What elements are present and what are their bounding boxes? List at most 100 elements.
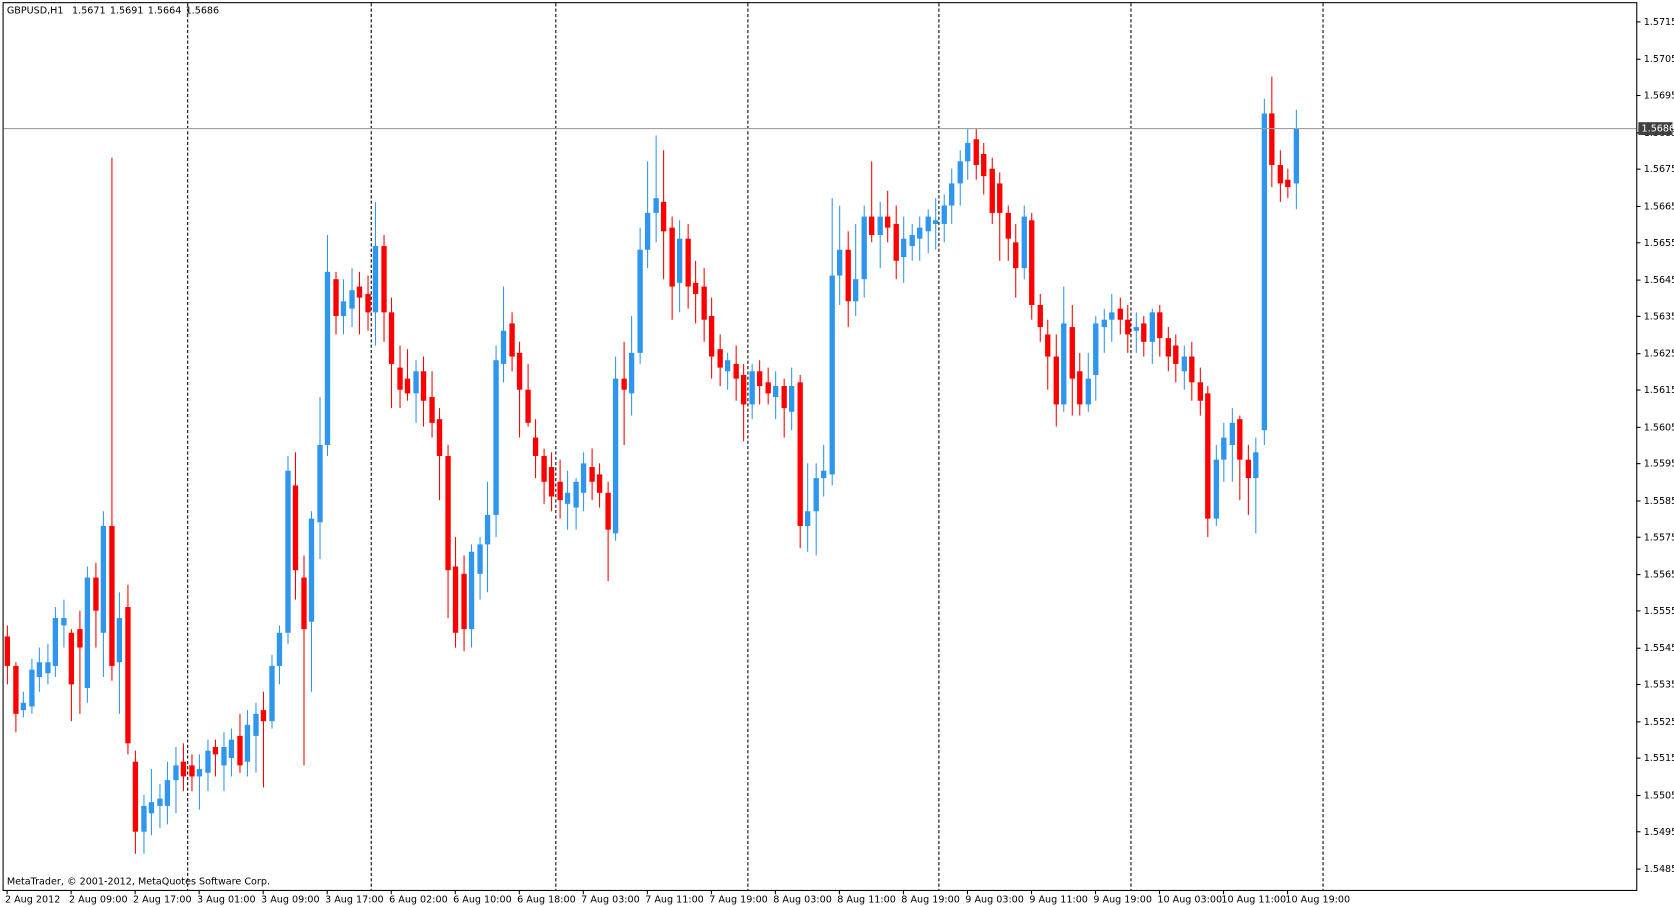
candle-body xyxy=(381,246,387,313)
y-tick-label: 1.5585 xyxy=(1644,496,1674,507)
period-separators xyxy=(187,3,1324,890)
x-tick-label: 10 Aug 03:00 xyxy=(1157,895,1222,906)
candle-body xyxy=(676,238,683,283)
candle-body xyxy=(756,371,763,387)
candle-body xyxy=(1205,393,1211,519)
candle-body xyxy=(1005,212,1011,239)
x-tick-label: 9 Aug 11:00 xyxy=(1029,895,1088,906)
candle-body xyxy=(877,216,883,235)
candle-body xyxy=(861,216,867,280)
candle-body xyxy=(141,805,147,832)
candle-body xyxy=(461,573,467,630)
candle-body xyxy=(797,382,803,526)
candle-body xyxy=(925,216,931,232)
plot-frame xyxy=(2,2,1638,891)
candle-body xyxy=(45,662,51,674)
candle-body xyxy=(269,665,275,722)
x-tick-label: 7 Aug 19:00 xyxy=(709,895,768,906)
x-tick-label: 8 Aug 03:00 xyxy=(773,895,832,906)
candle-body xyxy=(765,382,771,394)
candle-body xyxy=(1245,459,1252,479)
candle-body xyxy=(525,389,531,423)
candle-body xyxy=(605,492,611,530)
candle-body xyxy=(308,518,315,622)
candle-body xyxy=(237,735,243,766)
y-tick-label: 1.5525 xyxy=(1644,717,1674,728)
x-tick-label: 2 Aug 17:00 xyxy=(133,895,192,906)
candle-body xyxy=(285,470,291,633)
candle-body xyxy=(853,279,859,302)
candle-body xyxy=(1149,312,1155,342)
candle-body xyxy=(397,367,403,390)
candle-body xyxy=(845,249,851,302)
x-tick-label: 6 Aug 18:00 xyxy=(517,895,576,906)
candle-body xyxy=(1293,128,1300,184)
candle-body xyxy=(1285,179,1291,188)
candle-body xyxy=(708,316,715,357)
candle-body xyxy=(1133,327,1139,331)
copyright: MetaTrader, © 2001-2012, MetaQuotes Soft… xyxy=(7,876,270,887)
candle-body xyxy=(1189,356,1195,383)
candle-body xyxy=(660,201,667,232)
candle-body xyxy=(493,360,499,515)
candle-body xyxy=(1213,459,1220,519)
candle-body xyxy=(429,397,435,423)
header-quote: 1.5671 xyxy=(72,6,106,17)
y-tick-label: 1.5515 xyxy=(1644,753,1674,764)
candle-body xyxy=(1277,165,1284,184)
candle-body xyxy=(1069,327,1075,379)
candle-body xyxy=(1165,338,1171,357)
candle-body xyxy=(829,275,835,475)
x-tick-label: 7 Aug 03:00 xyxy=(581,895,640,906)
y-tick-label: 1.5595 xyxy=(1644,459,1674,470)
x-tick-label: 10 Aug 19:00 xyxy=(1285,895,1350,906)
candle-body xyxy=(740,374,747,405)
y-tick-label: 1.5485 xyxy=(1644,864,1674,875)
y-tick-label: 1.5665 xyxy=(1644,201,1674,212)
candle-body xyxy=(1253,452,1259,479)
y-tick-label: 1.5565 xyxy=(1644,570,1674,581)
candle-body xyxy=(1173,345,1179,364)
candle-body xyxy=(1109,312,1115,320)
candle-body xyxy=(1269,113,1275,166)
candle-body xyxy=(997,183,1003,213)
candle-body xyxy=(885,216,891,228)
candle-body xyxy=(52,618,59,666)
x-tick-label: 6 Aug 10:00 xyxy=(453,895,512,906)
candle-body xyxy=(125,607,131,744)
y-tick-label: 1.5605 xyxy=(1644,422,1674,433)
x-tick-label: 10 Aug 11:00 xyxy=(1221,895,1286,906)
candle-body xyxy=(612,378,619,534)
x-tick-label: 3 Aug 09:00 xyxy=(261,895,320,906)
y-tick-label: 1.5695 xyxy=(1644,91,1674,102)
bid-label-box xyxy=(1638,122,1673,135)
x-tick-label: 2 Aug 2012 xyxy=(5,895,60,906)
candle-body xyxy=(477,544,483,574)
candle-body xyxy=(917,227,923,239)
x-tick-label: 9 Aug 19:00 xyxy=(1093,895,1152,906)
x-tick-label: 6 Aug 02:00 xyxy=(389,895,448,906)
y-tick-label: 1.5575 xyxy=(1644,532,1674,543)
candle-body xyxy=(692,282,699,294)
candle-body xyxy=(484,514,491,545)
candle-body xyxy=(372,246,379,313)
candle-body xyxy=(93,577,99,611)
candle-body xyxy=(340,301,347,317)
candle-body xyxy=(788,386,795,412)
candle-body xyxy=(173,765,179,781)
candle-body xyxy=(589,467,595,482)
candle-body xyxy=(180,761,187,777)
candle-body xyxy=(1141,323,1147,342)
candle-body xyxy=(772,386,779,398)
candle-body xyxy=(973,139,979,166)
candle-body xyxy=(388,312,395,364)
candle-body xyxy=(981,153,987,177)
candle-body xyxy=(420,371,427,401)
candle-body xyxy=(1053,356,1059,405)
candle-body xyxy=(29,669,35,707)
candle-body xyxy=(724,360,731,372)
candle-body xyxy=(685,238,691,287)
y-tick-label: 1.5495 xyxy=(1644,827,1674,838)
candle-body xyxy=(1077,371,1083,405)
